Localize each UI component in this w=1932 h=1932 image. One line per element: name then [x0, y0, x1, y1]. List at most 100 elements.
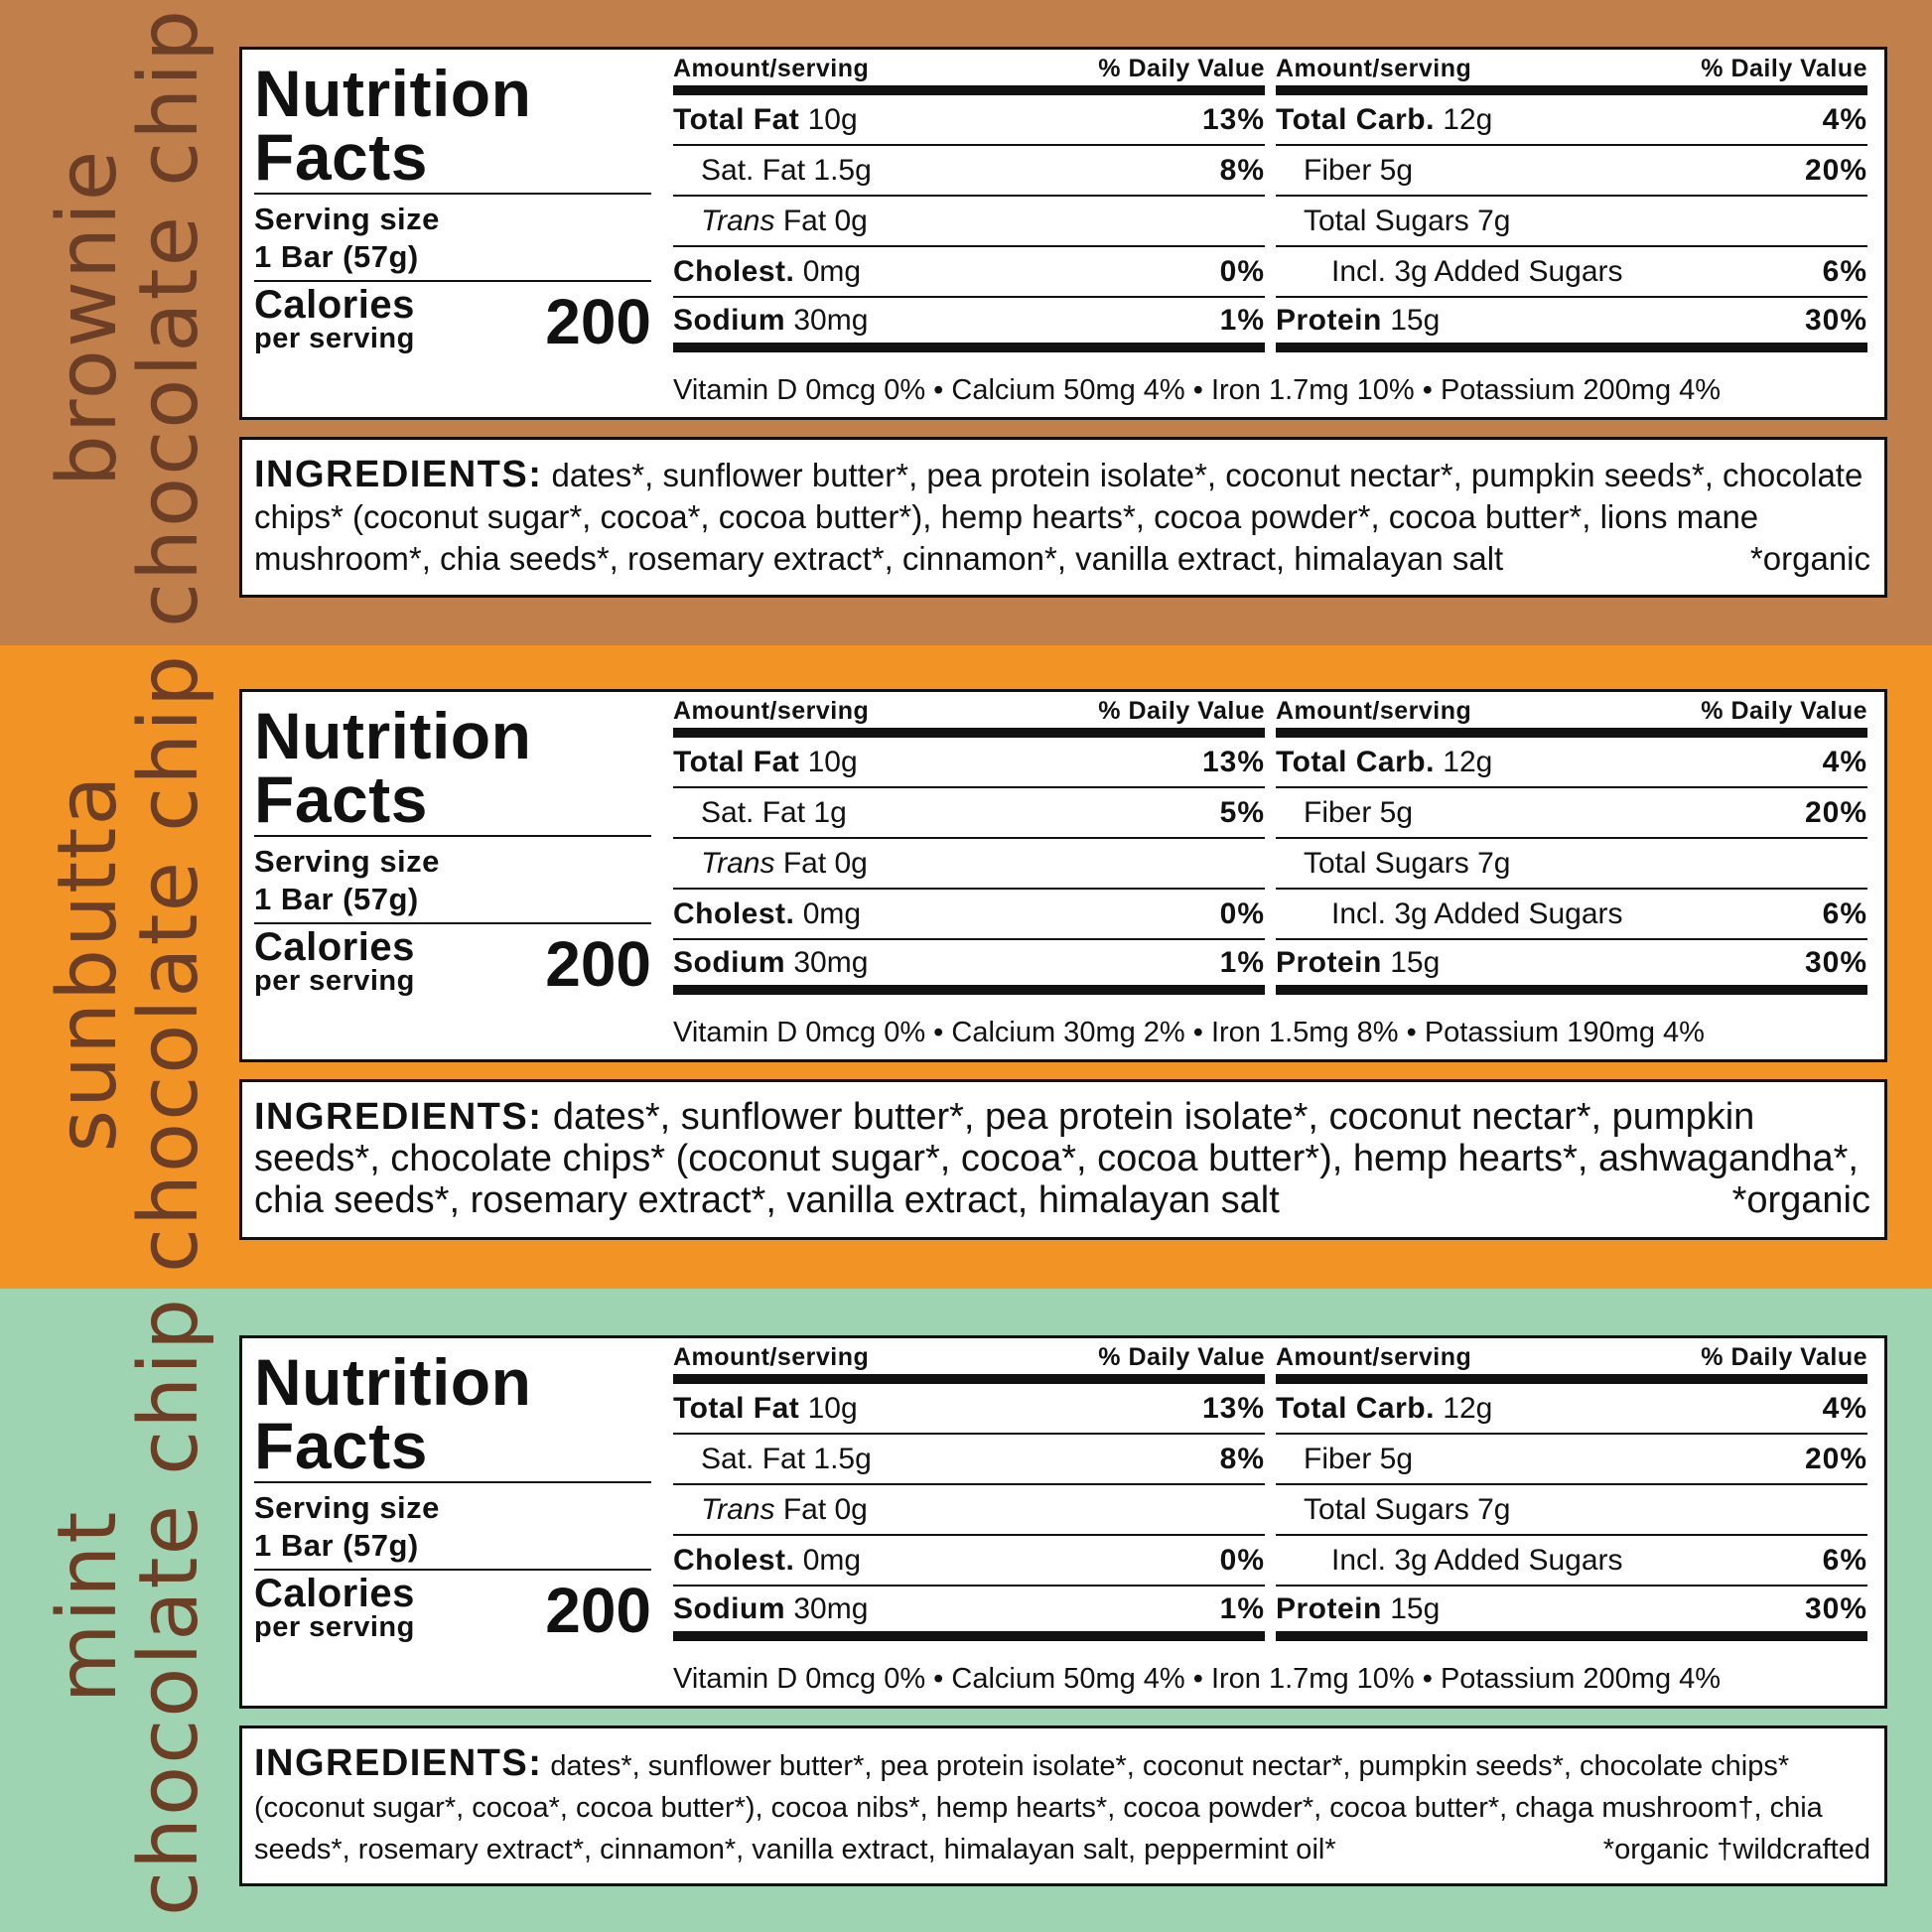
nutrient-row: Sat. Fat 1.5g 8% [673, 1435, 1265, 1485]
amount-header: Amount/serving [1276, 697, 1472, 725]
nutrient-column-left: Amount/serving % Daily Value Total Fat 1… [673, 55, 1265, 352]
nutrition-facts-panel: Nutrition Facts Serving size 1 Bar (57g)… [239, 47, 1887, 420]
product-name-line1: mint [41, 1509, 135, 1704]
product-name-line1: brownie [41, 148, 135, 487]
nutrient-row: Total Fat 10g 13% [673, 95, 1265, 146]
vitamins-line: Vitamin D 0mcg 0% • Calcium 50mg 4% • Ir… [673, 374, 1722, 406]
ingredients-label: INGREDIENTS: [254, 1742, 543, 1784]
nutrition-facts-title: Nutrition Facts [254, 57, 651, 195]
calories-row: Calories per serving 200 [254, 282, 651, 361]
amount-header: Amount/serving [1276, 1343, 1472, 1371]
nutrient-row: Trans Fat 0g [673, 197, 1265, 247]
column-header: Amount/serving % Daily Value [673, 697, 1265, 738]
nutrient-row: Cholest. 0mg 0% [673, 890, 1265, 940]
product-name: brownie chocolate chip [41, 8, 216, 627]
product-name-line2: chocolate chip [122, 652, 216, 1274]
serving-size-value: 1 Bar (57g) [254, 239, 419, 274]
calories-label: Calories [254, 1572, 415, 1615]
ingredients-label: INGREDIENTS: [254, 1096, 543, 1138]
daily-value-header: % Daily Value [1098, 55, 1265, 82]
per-serving-label: per serving [254, 1611, 415, 1643]
serving-size: Serving size 1 Bar (57g) [254, 1483, 651, 1571]
product-name: mint chocolate chip [41, 1297, 216, 1916]
nutrient-column-right: Amount/serving % Daily Value Total Carb.… [1276, 55, 1867, 352]
serving-size-label: Serving size [254, 202, 440, 236]
nutrient-column-left: Amount/serving % Daily Value Total Fat 1… [673, 697, 1265, 995]
ingredients-text: dates*, sunflower butter*, pea protein i… [254, 1096, 1859, 1221]
nutrient-column-left: Amount/serving % Daily Value Total Fat 1… [673, 1343, 1265, 1641]
title-line2: Facts [254, 120, 428, 194]
nutrient-row: Total Carb. 12g 4% [1276, 95, 1867, 146]
organic-note: *organic [1731, 1179, 1870, 1221]
title-line2: Facts [254, 1409, 428, 1482]
nutrient-row: Total Sugars 7g [1276, 197, 1867, 247]
nutrient-row: Sat. Fat 1g 5% [673, 788, 1265, 839]
daily-value-header: % Daily Value [1098, 697, 1265, 725]
calories-row: Calories per serving 200 [254, 1571, 651, 1650]
nutrient-row: Sodium 30mg 1% [673, 940, 1265, 995]
column-header: Amount/serving % Daily Value [1276, 697, 1867, 738]
nutrient-row: Fiber 5g 20% [1276, 1435, 1867, 1485]
organic-note: *organic [1749, 540, 1870, 577]
calories-label: Calories [254, 283, 415, 327]
calories-value: 200 [545, 286, 651, 357]
nutrient-row: Total Carb. 12g 4% [1276, 1384, 1867, 1435]
column-header: Amount/serving % Daily Value [673, 55, 1265, 95]
title-line2: Facts [254, 762, 428, 836]
amount-header: Amount/serving [673, 55, 870, 82]
column-header: Amount/serving % Daily Value [1276, 1343, 1867, 1384]
daily-value-header: % Daily Value [1701, 55, 1867, 82]
ingredients-label: INGREDIENTS: [254, 454, 543, 495]
nutrient-column-right: Amount/serving % Daily Value Total Carb.… [1276, 697, 1867, 995]
product-panel-brownie: brownie chocolate chip Nutrition Facts S… [0, 0, 1932, 645]
daily-value-header: % Daily Value [1701, 1343, 1867, 1371]
nutrient-row: Total Fat 10g 13% [673, 1384, 1265, 1435]
nutrition-facts-panel: Nutrition Facts Serving size 1 Bar (57g)… [239, 1335, 1887, 1709]
nutrition-facts-title: Nutrition Facts [254, 1345, 651, 1483]
column-header: Amount/serving % Daily Value [1276, 55, 1867, 95]
nutrient-row: Protein 15g 30% [1276, 940, 1867, 995]
nutrient-row: Sat. Fat 1.5g 8% [673, 146, 1265, 197]
nutrition-facts-panel: Nutrition Facts Serving size 1 Bar (57g)… [239, 689, 1887, 1062]
vitamins-line: Vitamin D 0mcg 0% • Calcium 50mg 4% • Ir… [673, 1663, 1722, 1695]
daily-value-header: % Daily Value [1098, 1343, 1265, 1371]
nutrient-row: Cholest. 0mg 0% [673, 1536, 1265, 1587]
nutrient-row: Total Sugars 7g [1276, 839, 1867, 890]
product-name-line2: chocolate chip [122, 1296, 216, 1917]
title-line1: Nutrition [254, 1345, 532, 1419]
title-line1: Nutrition [254, 699, 532, 772]
nutrient-row: Sodium 30mg 1% [673, 1587, 1265, 1641]
nutrient-row: Protein 15g 30% [1276, 298, 1867, 352]
product-name-line1: sunbutta [41, 773, 135, 1153]
nutrient-row: Protein 15g 30% [1276, 1587, 1867, 1641]
nutrient-row: Fiber 5g 20% [1276, 146, 1867, 197]
calories-value: 200 [545, 1575, 651, 1646]
amount-header: Amount/serving [673, 1343, 870, 1371]
amount-header: Amount/serving [1276, 55, 1472, 82]
nutrient-row: Total Fat 10g 13% [673, 738, 1265, 788]
serving-size: Serving size 1 Bar (57g) [254, 195, 651, 282]
serving-size-value: 1 Bar (57g) [254, 1528, 419, 1563]
product-panel-mint: mint chocolate chip Nutrition Facts Serv… [0, 1289, 1932, 1932]
ingredients-panel: INGREDIENTS: dates*, sunflower butter*, … [239, 437, 1887, 598]
title-line1: Nutrition [254, 57, 532, 130]
serving-size: Serving size 1 Bar (57g) [254, 837, 651, 924]
serving-size-value: 1 Bar (57g) [254, 882, 419, 916]
nutrient-row: Fiber 5g 20% [1276, 788, 1867, 839]
per-serving-label: per serving [254, 965, 415, 997]
calories-row: Calories per serving 200 [254, 924, 651, 1004]
nutrient-row: Incl. 3g Added Sugars 6% [1276, 890, 1867, 940]
nutrient-row: Cholest. 0mg 0% [673, 247, 1265, 298]
amount-header: Amount/serving [673, 697, 870, 725]
nutrient-row: Trans Fat 0g [673, 839, 1265, 890]
nutrient-row: Trans Fat 0g [673, 1485, 1265, 1536]
ingredients-panel: INGREDIENTS: dates*, sunflower butter*, … [239, 1725, 1887, 1886]
nutrient-row: Sodium 30mg 1% [673, 298, 1265, 352]
nutrient-row: Total Carb. 12g 4% [1276, 738, 1867, 788]
nutrient-row: Incl. 3g Added Sugars 6% [1276, 1536, 1867, 1587]
product-name-line2: chocolate chip [122, 7, 216, 628]
ingredients-panel: INGREDIENTS: dates*, sunflower butter*, … [239, 1079, 1887, 1240]
serving-size-label: Serving size [254, 1490, 440, 1525]
serving-size-label: Serving size [254, 844, 440, 879]
nutrition-facts-title: Nutrition Facts [254, 699, 651, 837]
